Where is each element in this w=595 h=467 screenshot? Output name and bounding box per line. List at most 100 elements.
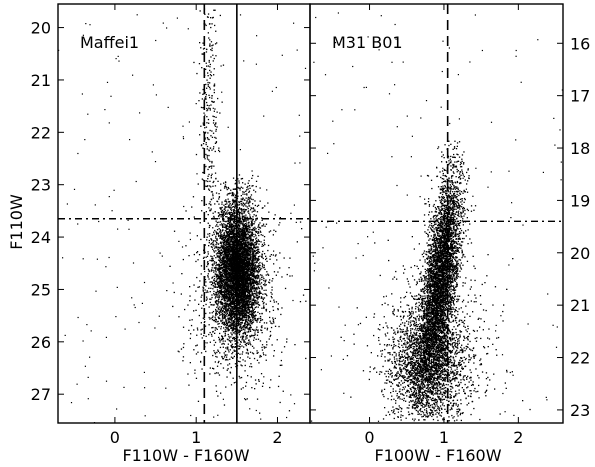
data-point — [235, 282, 237, 285]
data-point — [227, 193, 229, 195]
data-point — [230, 318, 233, 320]
data-point — [237, 311, 240, 314]
data-point — [241, 281, 243, 283]
data-point — [224, 305, 226, 307]
data-point — [251, 233, 253, 235]
data-point — [237, 272, 239, 274]
data-point — [237, 322, 239, 325]
data-point — [231, 297, 233, 299]
data-point — [249, 278, 251, 280]
data-point — [219, 309, 222, 311]
data-point — [254, 265, 256, 268]
data-point — [239, 207, 241, 210]
data-point — [231, 280, 233, 282]
data-point — [210, 255, 212, 257]
data-point — [222, 248, 225, 250]
data-point — [244, 322, 246, 324]
data-point — [238, 272, 240, 274]
data-point — [263, 253, 266, 255]
data-point — [234, 277, 237, 279]
data-point — [240, 178, 242, 180]
data-point — [223, 298, 226, 300]
data-point — [248, 291, 250, 293]
data-point — [251, 268, 253, 270]
data-point — [252, 251, 254, 253]
data-point — [213, 255, 215, 257]
data-point — [211, 276, 214, 278]
data-point — [253, 249, 255, 252]
data-point — [232, 322, 234, 324]
data-point — [220, 214, 223, 216]
data-point — [237, 325, 239, 327]
data-point — [255, 230, 258, 233]
data-point — [238, 187, 240, 189]
data-point — [262, 257, 264, 260]
data-point — [247, 232, 249, 234]
data-point — [234, 333, 236, 335]
data-point — [229, 277, 232, 279]
data-point — [248, 231, 250, 234]
data-point — [237, 236, 240, 238]
data-point — [230, 249, 232, 251]
data-point — [219, 284, 221, 286]
data-point — [237, 348, 240, 350]
data-point — [215, 303, 218, 305]
data-point — [247, 267, 249, 269]
data-point — [255, 280, 258, 283]
data-point — [220, 320, 222, 323]
data-point — [223, 271, 225, 273]
data-point — [252, 302, 255, 305]
data-point — [229, 325, 231, 327]
data-point — [217, 259, 220, 261]
data-point — [221, 301, 223, 304]
data-point — [223, 253, 225, 255]
data-point — [254, 289, 257, 291]
data-point — [230, 315, 233, 317]
data-point — [219, 230, 222, 232]
data-point — [232, 246, 235, 249]
data-point — [231, 257, 233, 260]
data-point — [223, 263, 225, 265]
data-point — [250, 267, 252, 270]
data-point — [239, 295, 241, 297]
data-point — [234, 294, 236, 296]
data-point — [251, 285, 253, 287]
data-point — [243, 275, 246, 277]
data-point — [244, 258, 246, 261]
data-point — [247, 287, 249, 289]
data-point — [220, 258, 222, 260]
data-point — [227, 309, 229, 311]
data-point — [231, 247, 233, 249]
data-point — [241, 315, 244, 318]
data-point — [222, 265, 225, 268]
data-point — [215, 319, 217, 321]
data-point — [233, 216, 235, 218]
data-point — [264, 280, 267, 282]
data-point — [225, 212, 227, 214]
data-point — [253, 334, 255, 337]
data-point — [237, 260, 239, 262]
data-point — [217, 277, 219, 279]
data-point — [252, 208, 255, 210]
data-point — [226, 234, 228, 236]
data-point — [229, 324, 231, 326]
data-point — [222, 268, 224, 270]
data-point — [228, 201, 230, 203]
data-point — [240, 261, 242, 263]
data-point — [241, 204, 243, 206]
data-point — [232, 223, 234, 225]
data-point — [244, 203, 246, 205]
data-point — [229, 349, 231, 351]
data-point — [252, 273, 254, 275]
data-point — [226, 289, 228, 291]
data-point — [248, 190, 251, 192]
data-point — [249, 303, 251, 306]
data-point — [227, 231, 229, 233]
data-point — [240, 269, 242, 271]
data-point — [209, 259, 211, 262]
data-point — [263, 266, 265, 268]
data-point — [255, 228, 257, 230]
data-point — [230, 230, 233, 232]
data-point — [234, 238, 236, 240]
data-point — [227, 258, 229, 260]
